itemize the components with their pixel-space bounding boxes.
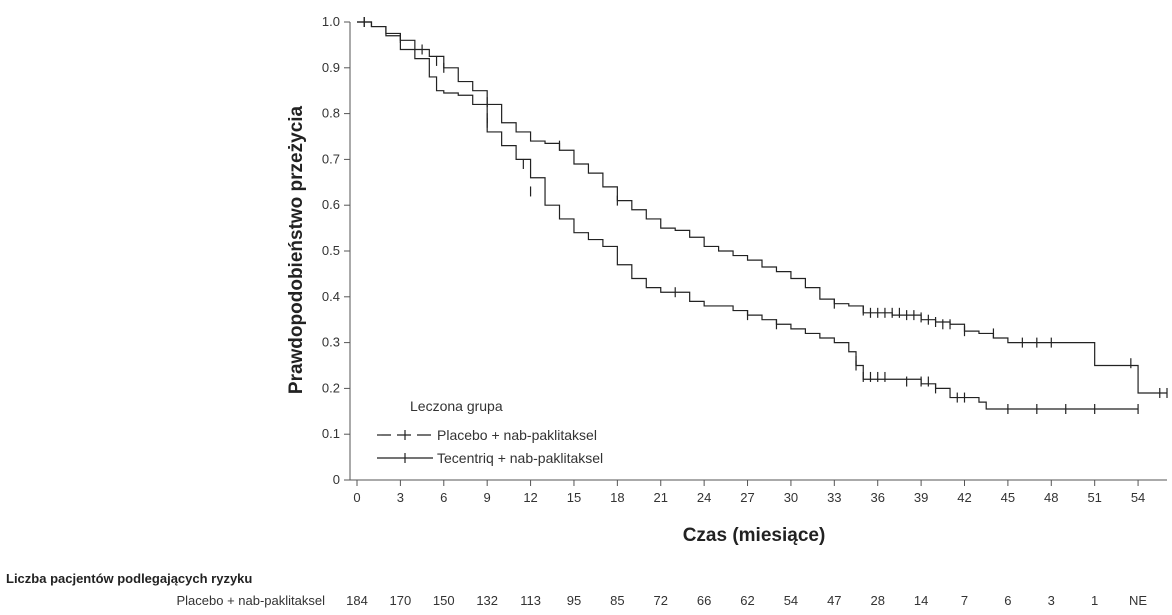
risk-value: 66: [697, 593, 711, 608]
risk-value: 3: [1048, 593, 1055, 608]
risk-value: 95: [567, 593, 581, 608]
risk-value: 6: [1004, 593, 1011, 608]
y-tick-label: 0.5: [322, 243, 340, 258]
risk-value: 72: [654, 593, 668, 608]
series-layer: [357, 17, 1168, 415]
risk-table-title: Liczba pacjentów podlegających ryzyku: [6, 571, 252, 586]
risk-value: NE: [1129, 593, 1147, 608]
legend-label-1: Placebo + nab-paklitaksel: [437, 427, 597, 443]
x-ticks: 0 3 6 9 12 15 18 21 24 27 30 33 36 39 42 45 48 51 54: [353, 480, 1145, 505]
risk-value: 62: [740, 593, 754, 608]
y-tick-label: 0.3: [322, 335, 340, 350]
risk-value: 150: [433, 593, 455, 608]
legend: Leczona grupa Placebo + nab-paklitaksel T…: [377, 398, 603, 466]
x-tick-label: 33: [827, 490, 841, 505]
plot-area: 00.10.20.30.40.50.60.70.80.91.0 0 3 6 9 12 15…: [322, 14, 1168, 505]
risk-value: 28: [870, 593, 884, 608]
y-tick-label: 0: [333, 472, 340, 487]
y-tick-label: 0.2: [322, 380, 340, 395]
risk-value: 54: [784, 593, 798, 608]
risk-value: 170: [390, 593, 412, 608]
x-tick-label: 0: [353, 490, 360, 505]
risk-value: 132: [476, 593, 498, 608]
risk-value: 47: [827, 593, 841, 608]
risk-table-rows: Placebo + nab-paklitaksel 184 170 150 132 113…: [176, 593, 1147, 608]
y-tick-label: 0.9: [322, 60, 340, 75]
risk-table: Liczba pacjentów podlegających ryzyku Pl…: [6, 571, 1147, 608]
x-tick-label: 39: [914, 490, 928, 505]
x-tick-label: 42: [957, 490, 971, 505]
legend-title: Leczona grupa: [410, 398, 503, 414]
risk-row-label-1: Placebo + nab-paklitaksel: [176, 593, 325, 608]
x-tick-label: 45: [1001, 490, 1015, 505]
risk-value: 7: [961, 593, 968, 608]
x-tick-label: 15: [567, 490, 581, 505]
y-tick-label: 0.8: [322, 106, 340, 121]
risk-value: 184: [346, 593, 368, 608]
x-tick-label: 24: [697, 490, 711, 505]
y-tick-label: 0.4: [322, 289, 340, 304]
x-tick-label: 18: [610, 490, 624, 505]
legend-items: Placebo + nab-paklitaksel Tecentriq + nab…: [377, 427, 603, 466]
x-tick-label: 12: [523, 490, 537, 505]
x-tick-label: 30: [784, 490, 798, 505]
risk-value: 113: [520, 593, 541, 608]
legend-label-2: Tecentriq + nab-paklitaksel: [437, 450, 603, 466]
y-tick-label: 1.0: [322, 14, 340, 29]
y-ticks: 0 0.1 0.2 0.3 0.4 0.5 0.6 0.7 0.8 0.9 1.0: [322, 14, 350, 487]
y-tick-label: 0.6: [322, 197, 340, 212]
x-axis-label: Czas (miesiące): [683, 525, 826, 546]
risk-value: 1: [1091, 593, 1098, 608]
x-tick-label: 48: [1044, 490, 1058, 505]
x-tick-label: 36: [870, 490, 884, 505]
x-tick-label: 3: [397, 490, 404, 505]
series-line-1: [357, 21, 1139, 410]
x-tick-label: 54: [1131, 490, 1145, 505]
x-tick-label: 27: [740, 490, 754, 505]
y-tick-label: 0.1: [322, 426, 340, 441]
y-tick-label: 0.7: [322, 151, 340, 166]
risk-value: 85: [610, 593, 624, 608]
x-tick-label: 9: [484, 490, 491, 505]
risk-value: 14: [914, 593, 928, 608]
x-tick-label: 6: [440, 490, 447, 505]
y-axis-label: Prawdopodobieństwo przeżycia: [286, 105, 307, 394]
series-line-2: [357, 21, 1167, 394]
x-tick-label: 21: [654, 490, 668, 505]
x-tick-label: 51: [1087, 490, 1101, 505]
